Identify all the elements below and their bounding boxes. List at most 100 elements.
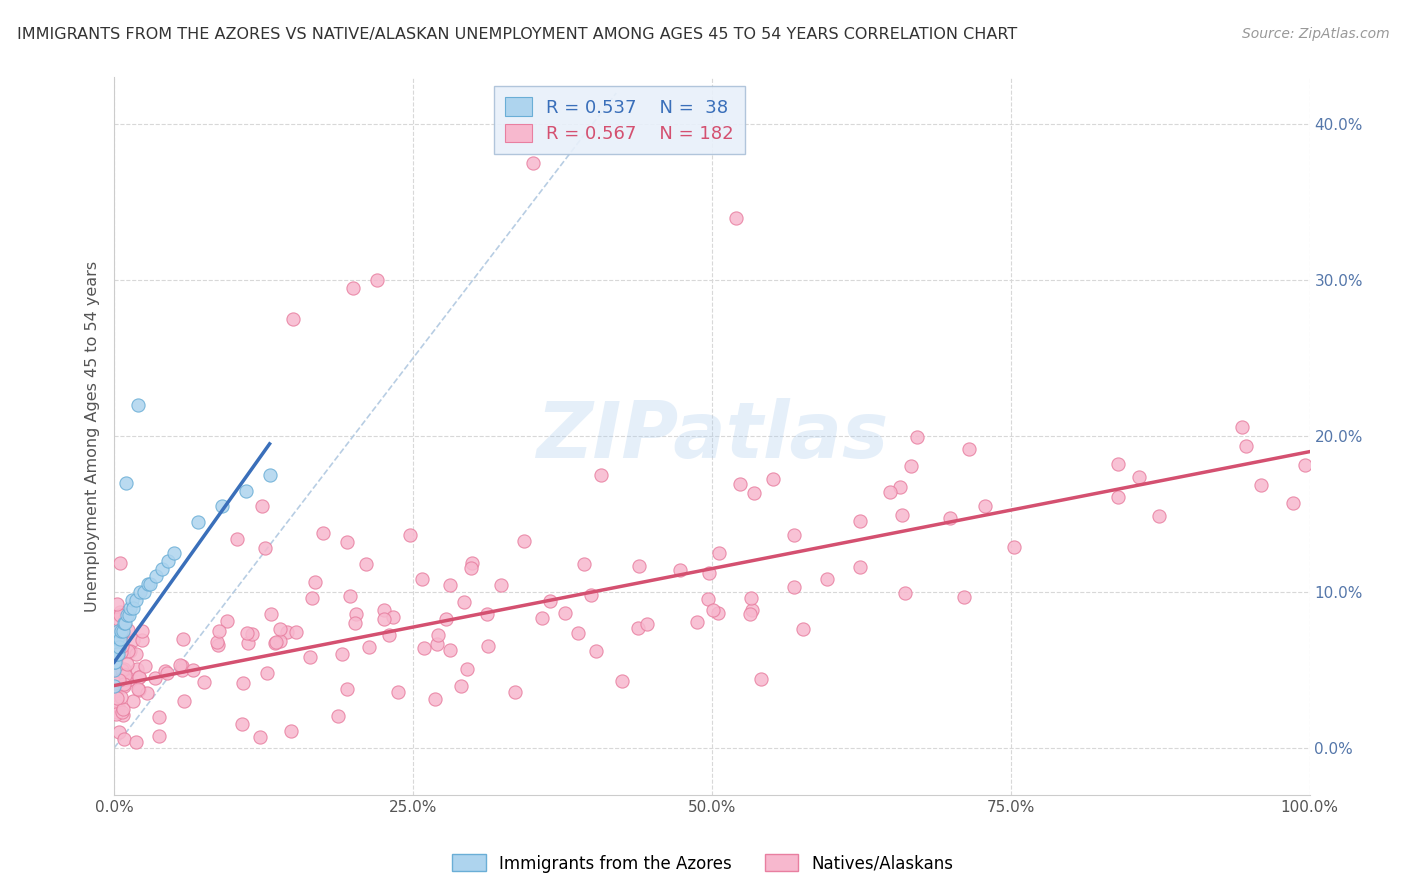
Point xyxy=(434,612,457,626)
Point xyxy=(121,632,143,647)
Point xyxy=(131,624,153,639)
Point xyxy=(284,625,307,640)
Point xyxy=(236,636,259,650)
Point xyxy=(145,569,167,583)
Point xyxy=(669,563,692,577)
Point xyxy=(104,655,127,669)
Point xyxy=(104,647,127,661)
Point xyxy=(114,611,136,625)
Point xyxy=(170,659,193,673)
Point xyxy=(709,546,731,560)
Point xyxy=(181,663,204,677)
Point xyxy=(108,673,131,687)
Point xyxy=(343,616,366,631)
Point xyxy=(112,731,135,746)
Point xyxy=(105,706,128,721)
Point xyxy=(111,624,134,638)
Point xyxy=(128,670,150,684)
Point xyxy=(226,533,249,547)
Point xyxy=(110,624,132,638)
Point xyxy=(477,607,499,621)
Point xyxy=(304,575,326,590)
Point xyxy=(848,514,870,528)
Point xyxy=(301,591,323,606)
Point xyxy=(114,616,136,631)
Point xyxy=(953,590,976,604)
Point xyxy=(125,647,148,661)
Point xyxy=(513,534,536,549)
Legend: Immigrants from the Azores, Natives/Alaskans: Immigrants from the Azores, Natives/Alas… xyxy=(446,847,960,880)
Point xyxy=(108,605,131,619)
Point xyxy=(108,640,131,654)
Point xyxy=(105,597,128,611)
Point xyxy=(253,541,276,555)
Point xyxy=(1107,490,1129,504)
Point xyxy=(148,710,170,724)
Point xyxy=(342,281,364,295)
Point xyxy=(702,603,724,617)
Point xyxy=(503,685,526,699)
Point xyxy=(107,648,129,662)
Point xyxy=(263,636,285,650)
Point xyxy=(110,690,132,704)
Point xyxy=(728,477,751,491)
Point xyxy=(530,611,553,625)
Point xyxy=(114,667,136,681)
Point xyxy=(783,527,806,541)
Point xyxy=(105,632,128,646)
Point xyxy=(1128,470,1150,484)
Point xyxy=(938,511,960,525)
Point xyxy=(461,556,484,570)
Point xyxy=(1250,478,1272,492)
Point xyxy=(585,644,607,658)
Point xyxy=(900,459,922,474)
Point xyxy=(207,638,229,652)
Point xyxy=(231,717,253,731)
Point xyxy=(236,626,259,640)
Point xyxy=(1107,457,1129,471)
Point xyxy=(112,616,135,631)
Point xyxy=(148,729,170,743)
Point xyxy=(115,657,138,672)
Point xyxy=(128,669,150,683)
Point xyxy=(104,676,127,690)
Point xyxy=(280,723,302,738)
Point xyxy=(205,635,228,649)
Point xyxy=(957,442,980,457)
Point xyxy=(636,617,658,632)
Point xyxy=(399,528,422,542)
Point xyxy=(110,623,132,637)
Point xyxy=(173,694,195,708)
Point xyxy=(103,648,125,662)
Point xyxy=(439,577,461,591)
Point xyxy=(111,701,134,715)
Point xyxy=(328,708,350,723)
Point xyxy=(120,643,142,657)
Point xyxy=(104,654,127,668)
Point xyxy=(439,643,461,657)
Point xyxy=(574,557,596,571)
Point xyxy=(108,607,131,622)
Point xyxy=(187,515,209,529)
Point xyxy=(111,663,134,677)
Point xyxy=(697,566,720,581)
Point xyxy=(738,607,761,621)
Point xyxy=(136,577,159,591)
Text: IMMIGRANTS FROM THE AZORES VS NATIVE/ALASKAN UNEMPLOYMENT AMONG AGES 45 TO 54 YE: IMMIGRANTS FROM THE AZORES VS NATIVE/ALA… xyxy=(17,27,1017,42)
Point xyxy=(1294,458,1316,472)
Point xyxy=(891,508,914,523)
Point xyxy=(298,649,321,664)
Text: Source: ZipAtlas.com: Source: ZipAtlas.com xyxy=(1241,27,1389,41)
Point xyxy=(411,572,433,586)
Point xyxy=(491,578,513,592)
Point xyxy=(879,485,901,500)
Point xyxy=(283,312,305,326)
Point xyxy=(104,663,127,677)
Point xyxy=(112,707,135,722)
Point xyxy=(193,675,215,690)
Point xyxy=(893,586,915,600)
Point xyxy=(121,592,143,607)
Point xyxy=(817,573,839,587)
Point xyxy=(172,632,194,646)
Point xyxy=(156,665,179,680)
